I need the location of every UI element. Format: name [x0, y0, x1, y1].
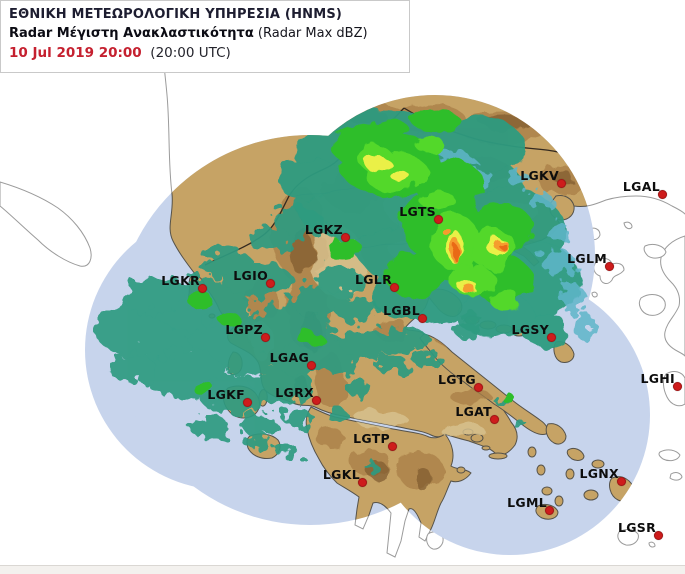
station-label: LGKL	[322, 467, 360, 482]
station-label: LGLR	[354, 272, 392, 287]
small-islets-ne	[591, 221, 633, 298]
station-lgml: LGML	[507, 495, 554, 515]
turkey-west-coast	[660, 235, 685, 357]
coverage-content	[95, 95, 650, 555]
station-dot-icon	[418, 314, 427, 323]
station-lgtp: LGTP	[353, 431, 397, 451]
samos-islets	[658, 449, 683, 481]
lesbos-island	[638, 294, 666, 316]
station-dot-icon	[617, 477, 626, 486]
station-lgbl: LGBL	[383, 303, 427, 323]
station-dot-icon	[266, 279, 275, 288]
station-label: LGML	[507, 495, 547, 510]
station-dot-icon	[388, 442, 397, 451]
station-label: LGNX	[579, 466, 619, 481]
station-label: LGHI	[640, 371, 675, 386]
station-label: LGPZ	[225, 322, 263, 337]
station-dot-icon	[490, 415, 499, 424]
timestamp-utc: (20:00 UTC)	[150, 44, 231, 61]
station-lgts: LGTS	[399, 204, 443, 224]
station-lgpz: LGPZ	[225, 322, 270, 342]
station-dot-icon	[358, 478, 367, 487]
station-label: LGAL	[622, 179, 660, 194]
station-label: LGSR	[617, 520, 656, 535]
radar-echo-cyan	[426, 150, 594, 340]
station-lgsr: LGSR	[618, 520, 663, 540]
station-label: LGRX	[275, 385, 314, 400]
station-lglr: LGLR	[355, 272, 399, 292]
station-lgag: LGAG	[270, 350, 316, 370]
station-lgsy: LGSY	[512, 322, 556, 342]
station-label: LGKR	[161, 273, 200, 288]
station-label: LGKF	[207, 387, 245, 402]
station-lgrx: LGRX	[275, 385, 321, 405]
station-lghi: LGHI	[640, 371, 682, 391]
station-dot-icon	[654, 531, 663, 540]
station-dot-icon	[198, 284, 207, 293]
station-dot-icon	[557, 179, 566, 188]
station-label: LGAT	[455, 404, 492, 419]
station-dot-icon	[312, 396, 321, 405]
timestamp-local: 10 Jul 2019 20:00	[9, 44, 142, 61]
station-label: LGTS	[399, 204, 436, 219]
station-lgkv: LGKV	[520, 168, 566, 188]
station-label: LGBL	[383, 303, 420, 318]
italy-heel-coast	[0, 181, 92, 267]
product-title-greek: Radar Μέγιστη Ανακλαστικότητα	[9, 25, 254, 41]
station-lgio: LGIO	[233, 268, 275, 288]
station-dot-icon	[673, 382, 682, 391]
header-box: ΕΘΝΙΚΗ ΜΕΤΕΩΡΟΛΟΓΙΚΗ ΥΠΗΡΕΣΙΑ (HNMS) Rad…	[0, 0, 410, 73]
station-dot-icon	[307, 361, 316, 370]
station-label: LGAG	[269, 350, 309, 365]
station-dot-icon	[545, 506, 554, 515]
radar-echo-extreme	[454, 243, 508, 263]
coastlines-outside-coverage	[0, 0, 685, 558]
station-label: LGKV	[520, 168, 559, 183]
agency-title: ΕΘΝΙΚΗ ΜΕΤΕΩΡΟΛΟΓΙΚΗ ΥΠΗΡΕΣΙΑ (HNMS)	[9, 7, 343, 22]
station-lgal: LGAL	[623, 179, 667, 199]
station-label: LGKZ	[304, 222, 343, 237]
station-label: LGTP	[353, 431, 390, 446]
station-dot-icon	[261, 333, 270, 342]
station-dot-icon	[605, 262, 614, 271]
bottom-edge-strip	[0, 565, 685, 574]
timestamp-line: 10 Jul 2019 20:00 (20:00 UTC)	[9, 44, 405, 63]
station-lglm: LGLM	[567, 251, 614, 271]
station-label: LGSY	[511, 322, 549, 337]
station-lgtg: LGTG	[438, 372, 483, 392]
station-lgkl: LGKL	[323, 467, 367, 487]
station-lgkr: LGKR	[161, 273, 207, 293]
station-lgkf: LGKF	[207, 387, 252, 407]
station-lgat: LGAT	[455, 404, 499, 424]
station-dot-icon	[243, 398, 252, 407]
station-dot-icon	[434, 215, 443, 224]
station-label: LGLM	[567, 251, 607, 266]
station-dot-icon	[390, 283, 399, 292]
station-label: LGTG	[438, 372, 476, 387]
imbros-island	[643, 243, 667, 259]
station-lgkz: LGKZ	[305, 222, 350, 242]
station-dot-icon	[474, 383, 483, 392]
product-title: Radar Μέγιστη Ανακλαστικότητα (Radar Max…	[9, 25, 405, 44]
station-label: LGIO	[233, 268, 268, 283]
station-dot-icon	[658, 190, 667, 199]
radar-echo-weak-field	[95, 207, 527, 471]
santorini-island	[617, 529, 656, 548]
product-title-note: (Radar Max dBZ)	[257, 25, 368, 41]
station-lgnx: LGNX	[579, 466, 626, 486]
station-dot-icon	[547, 333, 556, 342]
station-dot-icon	[341, 233, 350, 242]
